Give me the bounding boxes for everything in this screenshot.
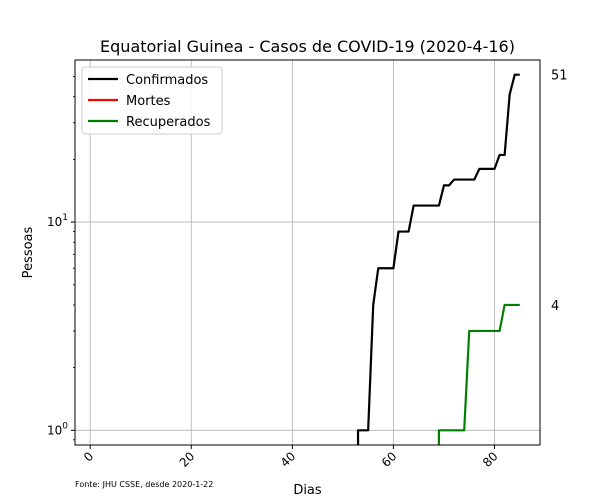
end-labels: 51 4 (551, 69, 568, 314)
x-axis-label: Dias (293, 483, 322, 498)
end-value-label: 4 (551, 299, 559, 314)
end-value-label: 51 (551, 69, 568, 84)
y-tick-exponent: 0 (62, 421, 68, 431)
series-line-recuperados (437, 303, 520, 445)
series-line-confirmados (356, 73, 520, 445)
legend: Confirmados Mortes Recuperados (81, 66, 223, 135)
legend-label: Recuperados (126, 115, 211, 130)
y-tick-label: 100 (47, 421, 68, 437)
legend-label: Confirmados (126, 73, 208, 88)
chart-title: Equatorial Guinea - Casos de COVID-19 (2… (100, 37, 515, 56)
legend-label: Mortes (126, 94, 171, 109)
y-axis-label: Pessoas (21, 226, 36, 278)
plot-area (356, 73, 520, 445)
source-note: Fonte: JHU CSSE, desde 2020-1-22 (75, 480, 213, 489)
y-tick-label: 101 (47, 213, 68, 229)
y-tick-base: 10 (47, 423, 62, 437)
y-tick-base: 10 (47, 215, 62, 229)
legend-box (81, 66, 223, 135)
y-tick-exponent: 1 (62, 213, 68, 223)
axes-frame (74, 59, 541, 446)
